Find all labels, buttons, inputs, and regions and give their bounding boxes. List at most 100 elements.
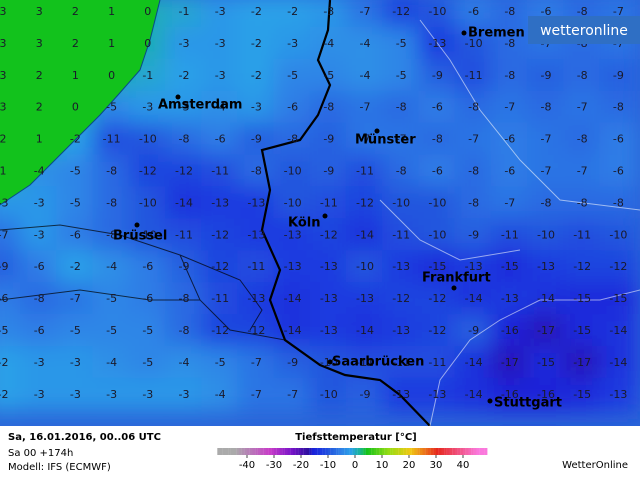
temperature-value: -7 — [251, 356, 262, 369]
colorbar-segment — [463, 448, 466, 455]
temperature-cell — [345, 345, 385, 380]
temperature-value: 1 — [108, 5, 115, 18]
temperature-value: -5 — [70, 196, 81, 209]
temperature-value: -11 — [573, 228, 591, 241]
colorbar-segment — [371, 448, 374, 455]
colorbar-segment — [287, 448, 291, 455]
colorbar-segment — [392, 448, 396, 455]
colorbar-segment — [384, 448, 388, 455]
temperature-value: 1 — [0, 165, 7, 178]
temperature-value: -10 — [428, 196, 446, 209]
temperature-cell — [273, 377, 312, 412]
temperature-value: -14 — [356, 228, 374, 241]
temperature-cell — [164, 0, 204, 29]
temperature-value: -11 — [320, 196, 338, 209]
temperature-value: -12 — [428, 324, 446, 337]
temperature-value: -4 — [215, 101, 226, 114]
temperature-value: -4 — [106, 356, 117, 369]
temperature-cell — [201, 26, 240, 61]
temperature-value: -10 — [284, 196, 302, 209]
temperature-cell — [490, 282, 529, 317]
temperature-cell — [599, 58, 638, 93]
temperature-value: -5 — [396, 69, 407, 82]
temperature-cell — [164, 90, 204, 125]
temperature-cell — [382, 282, 421, 317]
temperature-cell — [237, 250, 276, 285]
temperature-value: -8 — [468, 165, 479, 178]
temperature-cell — [128, 122, 167, 157]
colorbar-segment — [373, 448, 377, 455]
temperature-cell — [526, 345, 566, 380]
temperature-cell — [345, 26, 385, 61]
temperature-cell — [201, 345, 240, 380]
temperature-cell — [20, 250, 59, 285]
colorbar-segment — [406, 448, 410, 455]
temperature-cell — [20, 314, 59, 348]
temperature-value: -8 — [577, 5, 588, 18]
temperature-cell — [237, 90, 276, 125]
temperature-value: -15 — [501, 260, 519, 273]
temperature-value: -1 — [179, 5, 190, 18]
temperature-value: -5 — [70, 324, 81, 337]
temperature-value: -4 — [34, 165, 45, 178]
temperature-value: -11 — [211, 165, 229, 178]
colorbar-segment — [274, 448, 277, 455]
temperature-cell — [128, 250, 167, 285]
temperature-value: 0 — [144, 5, 151, 18]
colorbar-segment — [319, 448, 323, 455]
temperature-value: -15 — [573, 388, 591, 401]
temperature-cell — [309, 314, 348, 348]
colorbar-segment — [233, 448, 237, 455]
temperature-value: 3 — [36, 37, 43, 50]
temperature-cell — [382, 58, 421, 93]
temperature-cell — [237, 377, 276, 412]
temperature-value: -6 — [34, 260, 45, 273]
temperature-cell — [128, 314, 167, 348]
city-label: Münster — [355, 133, 416, 148]
colorbar-segment — [446, 448, 450, 455]
temperature-value: -8 — [251, 165, 262, 178]
colorbar-segment — [465, 448, 469, 455]
temperature-cell — [273, 154, 312, 189]
temperature-value: -12 — [392, 292, 410, 305]
temperature-value: -7 — [0, 228, 8, 241]
temperature-cell — [309, 218, 348, 253]
temperature-value: -8 — [287, 133, 298, 146]
temperature-cell — [56, 154, 95, 189]
colorbar-segment — [390, 448, 393, 455]
temperature-field — [0, 0, 638, 412]
temperature-cell — [563, 314, 602, 348]
temperature-cell — [563, 58, 602, 93]
temperature-cell — [20, 377, 59, 412]
temperature-value: -12 — [247, 324, 265, 337]
temperature-cell — [526, 377, 566, 412]
temperature-cell — [0, 314, 23, 348]
temperature-cell — [490, 90, 529, 125]
temperature-cell — [128, 186, 167, 221]
colorbar-segment — [454, 448, 458, 455]
temperature-cell — [20, 218, 59, 253]
temperature-cell — [599, 90, 638, 125]
temperature-cell — [273, 218, 312, 253]
colorbar-segment — [284, 448, 288, 455]
temperature-value: -8 — [577, 133, 588, 146]
temperature-value: -6 — [541, 5, 552, 18]
temperature-value: -13 — [428, 388, 446, 401]
temperature-value: -10 — [139, 228, 157, 241]
date: Sa, 16.01.2016, 00..06 UTC — [8, 432, 161, 443]
temperature-cell — [490, 186, 529, 221]
temperature-cell — [418, 90, 457, 125]
temperature-value: -3 — [106, 388, 117, 401]
temperature-value: -17 — [573, 356, 591, 369]
temperature-cell — [345, 90, 385, 125]
colorbar-segment — [303, 448, 307, 455]
city-label: Frankfurt — [422, 271, 491, 286]
colorbar-label: 10 — [376, 460, 389, 471]
colorbar-segment — [276, 448, 280, 455]
temperature-value: -13 — [284, 228, 302, 241]
temperature-value: -7 — [613, 5, 624, 18]
colorbar-segment — [265, 448, 269, 455]
temperature-value: -8 — [613, 101, 624, 114]
temperature-value: -7 — [504, 196, 515, 209]
temperature-value: -3 — [70, 356, 81, 369]
